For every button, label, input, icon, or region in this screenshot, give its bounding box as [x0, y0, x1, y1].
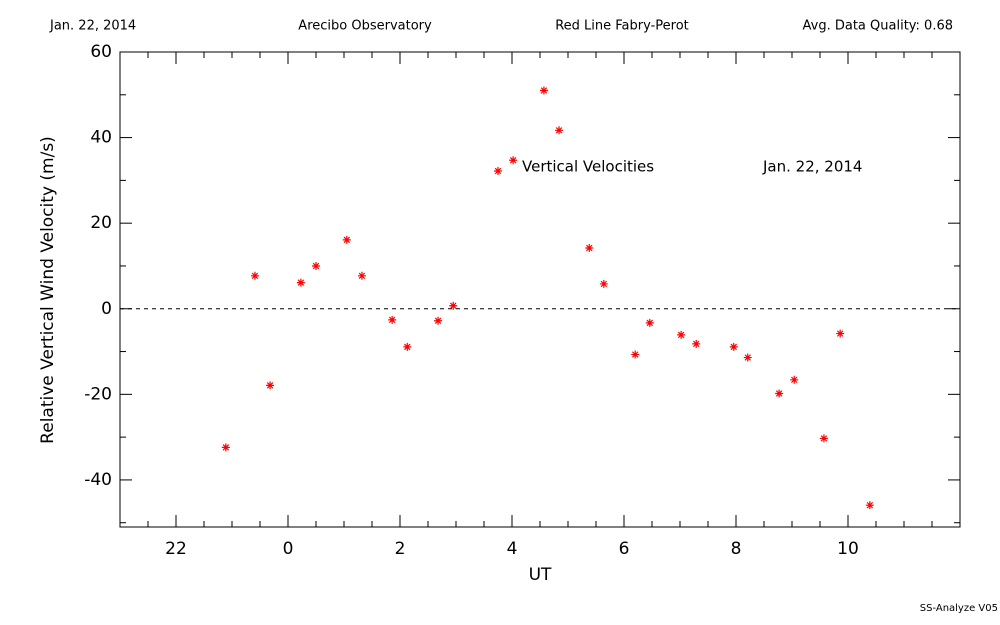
- data-point: [729, 342, 738, 351]
- x-tick-label: 4: [507, 539, 518, 559]
- x-tick-label: 22: [165, 539, 187, 559]
- data-point: [819, 434, 828, 443]
- header-instrument: Red Line Fabry-Perot: [555, 19, 689, 34]
- annotation: Jan. 22, 2014: [762, 158, 862, 176]
- x-tick-label: 0: [283, 539, 294, 559]
- data-point: [449, 301, 458, 310]
- x-axis-label: UT: [529, 565, 552, 585]
- data-point: [743, 353, 752, 362]
- data-point: [677, 330, 686, 339]
- data-point: [494, 166, 502, 175]
- y-tick-label: -20: [84, 384, 112, 404]
- data-point: [250, 271, 259, 280]
- x-tick-label: 8: [731, 539, 742, 559]
- y-tick-label: 40: [90, 128, 112, 148]
- y-tick-label: 0: [101, 299, 112, 319]
- x-tick-label: 10: [837, 539, 859, 559]
- y-tick-label: -40: [84, 470, 112, 490]
- y-tick-label: 60: [90, 42, 112, 62]
- header-quality: Avg. Data Quality: 0.68: [803, 19, 953, 34]
- data-point: [631, 350, 640, 359]
- data-point: [539, 86, 548, 95]
- data-point: [865, 501, 874, 510]
- data-point: [599, 279, 608, 288]
- header-site: Arecibo Observatory: [298, 19, 432, 34]
- header-date: Jan. 22, 2014: [49, 19, 136, 34]
- data-point: [434, 316, 443, 325]
- data-point: [775, 389, 784, 398]
- y-tick-label: 20: [90, 213, 112, 233]
- y-axis-label: Relative Vertical Wind Velocity (m/s): [38, 136, 58, 444]
- x-tick-label: 6: [619, 539, 630, 559]
- data-point: [296, 278, 305, 287]
- data-point: [555, 126, 564, 135]
- data-point: [221, 443, 230, 452]
- data-point: [266, 381, 275, 390]
- annotation: Vertical Velocities: [522, 158, 654, 176]
- data-point: [403, 342, 412, 351]
- data-point: [692, 339, 701, 348]
- data-point: [312, 261, 320, 270]
- data-point: [585, 243, 594, 252]
- data-point: [836, 329, 845, 338]
- data-point: [357, 271, 366, 280]
- data-point: [509, 156, 518, 165]
- footer: SS-Analyze V05: [920, 603, 998, 614]
- data-point: [790, 375, 799, 384]
- data-point: [388, 315, 397, 324]
- data-point: [645, 318, 654, 327]
- data-point: [342, 235, 351, 244]
- plot-frame: [119, 51, 961, 528]
- x-tick-label: 2: [395, 539, 406, 559]
